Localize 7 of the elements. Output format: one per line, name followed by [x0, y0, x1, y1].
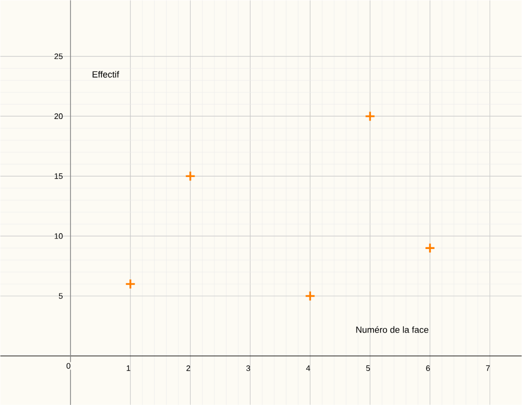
x-axis-title: Numéro de la face — [356, 326, 428, 333]
point — [184, 170, 196, 182]
point — [125, 278, 136, 290]
point — [304, 290, 316, 302]
point — [364, 110, 376, 122]
point — [424, 242, 436, 254]
y-axis-title: Effectif — [92, 70, 120, 78]
